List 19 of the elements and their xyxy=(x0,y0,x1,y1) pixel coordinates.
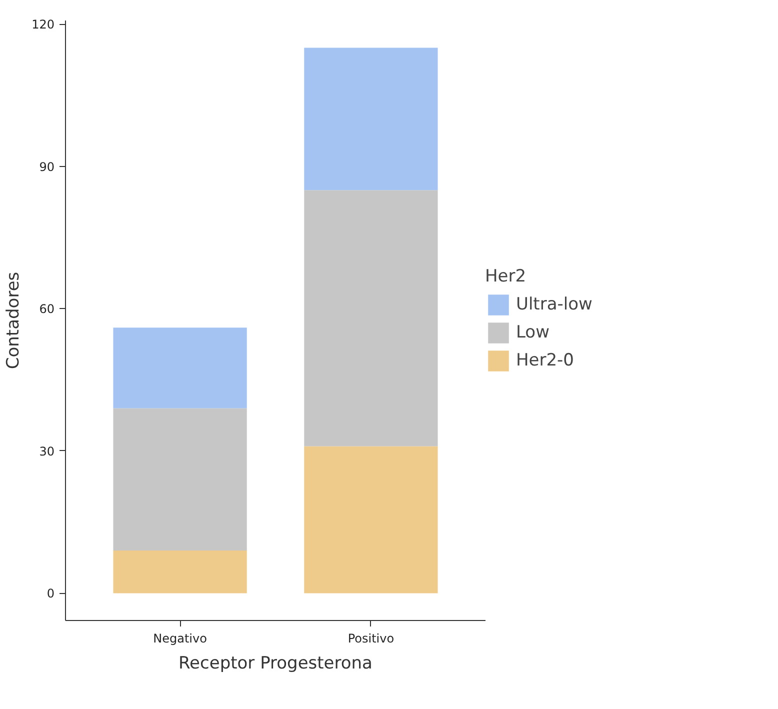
bar xyxy=(304,446,438,594)
bar xyxy=(113,550,247,594)
y-tick-label: 0 xyxy=(46,586,55,601)
y-tick-label: 60 xyxy=(39,302,55,316)
x-axis-title: Receptor Progesterona xyxy=(178,654,372,674)
y-tick-label: 90 xyxy=(39,160,55,174)
y-tick-label: 30 xyxy=(39,444,55,458)
y-tick-label: 120 xyxy=(32,18,54,32)
x-tick-label: Positivo xyxy=(348,632,394,646)
legend-label: Low xyxy=(516,322,550,342)
bar xyxy=(304,48,438,190)
bar xyxy=(304,190,438,446)
bar xyxy=(113,408,247,551)
y-axis-title: Contadores xyxy=(4,272,24,370)
legend-title: Her2 xyxy=(485,266,528,286)
x-tick-label: Negativo xyxy=(153,632,207,646)
bar xyxy=(113,328,247,408)
legend-label: Her2-0 xyxy=(516,350,574,370)
legend-label: Ultra-low xyxy=(516,294,592,314)
